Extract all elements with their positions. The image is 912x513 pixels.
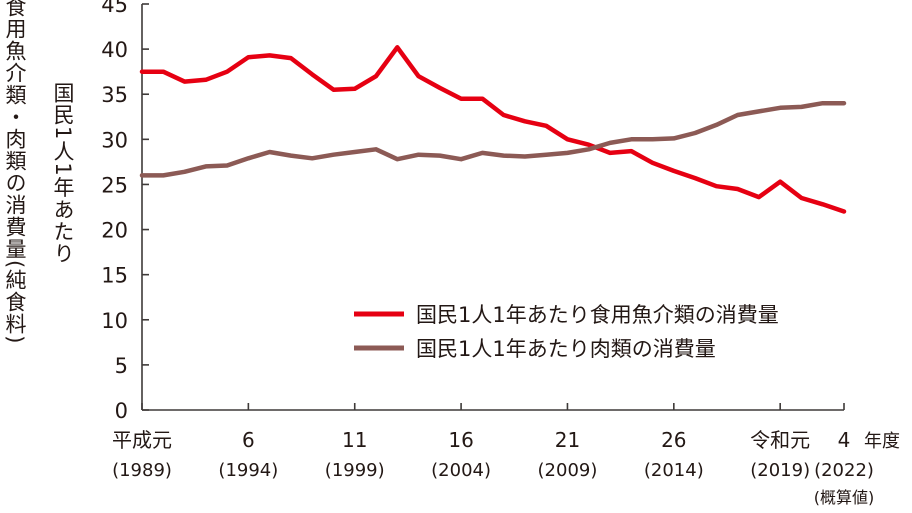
y-tick-label: 15 <box>101 264 128 288</box>
legend-label-1: 国民1人1年あたり食用魚介類の消費量 <box>416 303 779 327</box>
x-tick-label: 11 <box>342 428 367 452</box>
x-tick-year: (2009) <box>538 460 598 481</box>
series-line-1 <box>139 45 847 214</box>
x-tick-year: (1989) <box>112 460 172 481</box>
x-tick-year: (1999) <box>325 460 385 481</box>
x-tick-year: (2014) <box>644 460 704 481</box>
series-line-2 <box>139 100 847 178</box>
x-tick-label: 4 <box>838 428 851 452</box>
x-tick-label: 6 <box>242 428 255 452</box>
x-tick-label: 平成元 <box>112 428 172 452</box>
y-tick-label: 25 <box>101 173 128 197</box>
x-ticks: 平成元 (1989) 6 (1994) 11 (1999) 16 (2004) 21 (2009)… <box>112 403 874 507</box>
x-tick-note: (概算値) <box>814 488 875 507</box>
x-tick-year: (1994) <box>218 460 278 481</box>
legend-label-2: 国民1人1年あたり肉類の消費量 <box>416 337 716 361</box>
x-tick-label: 26 <box>661 428 686 452</box>
y-tick-label: 30 <box>101 128 128 152</box>
y-tick-label: 5 <box>115 354 128 378</box>
x-tick-year: (2019) <box>750 460 810 481</box>
x-tick-year: (2004) <box>431 460 491 481</box>
y-tick-label: 10 <box>101 309 128 333</box>
x-tick-label: 令和元 <box>750 428 810 452</box>
series-lines <box>139 45 847 214</box>
y-axis-label: 食用魚介類・肉類の消費量(純食料) <box>3 0 27 345</box>
y-tick-label: 35 <box>101 83 128 107</box>
y-tick-label: 40 <box>101 38 128 62</box>
x-tick-label: 16 <box>448 428 473 452</box>
y-tick-label: 0 <box>115 399 128 423</box>
x-axis-label: 年度 <box>864 431 900 452</box>
y-axis-sublabel: 国民1人1年あたり <box>51 82 75 265</box>
x-tick-label: 21 <box>555 428 580 452</box>
x-tick-year: (2022) <box>814 460 874 481</box>
y-tick-label: 20 <box>101 219 128 243</box>
y-tick-label: 45 <box>101 0 128 17</box>
y-ticks: 0 5 10 15 20 25 30 35 40 45 <box>101 0 149 423</box>
